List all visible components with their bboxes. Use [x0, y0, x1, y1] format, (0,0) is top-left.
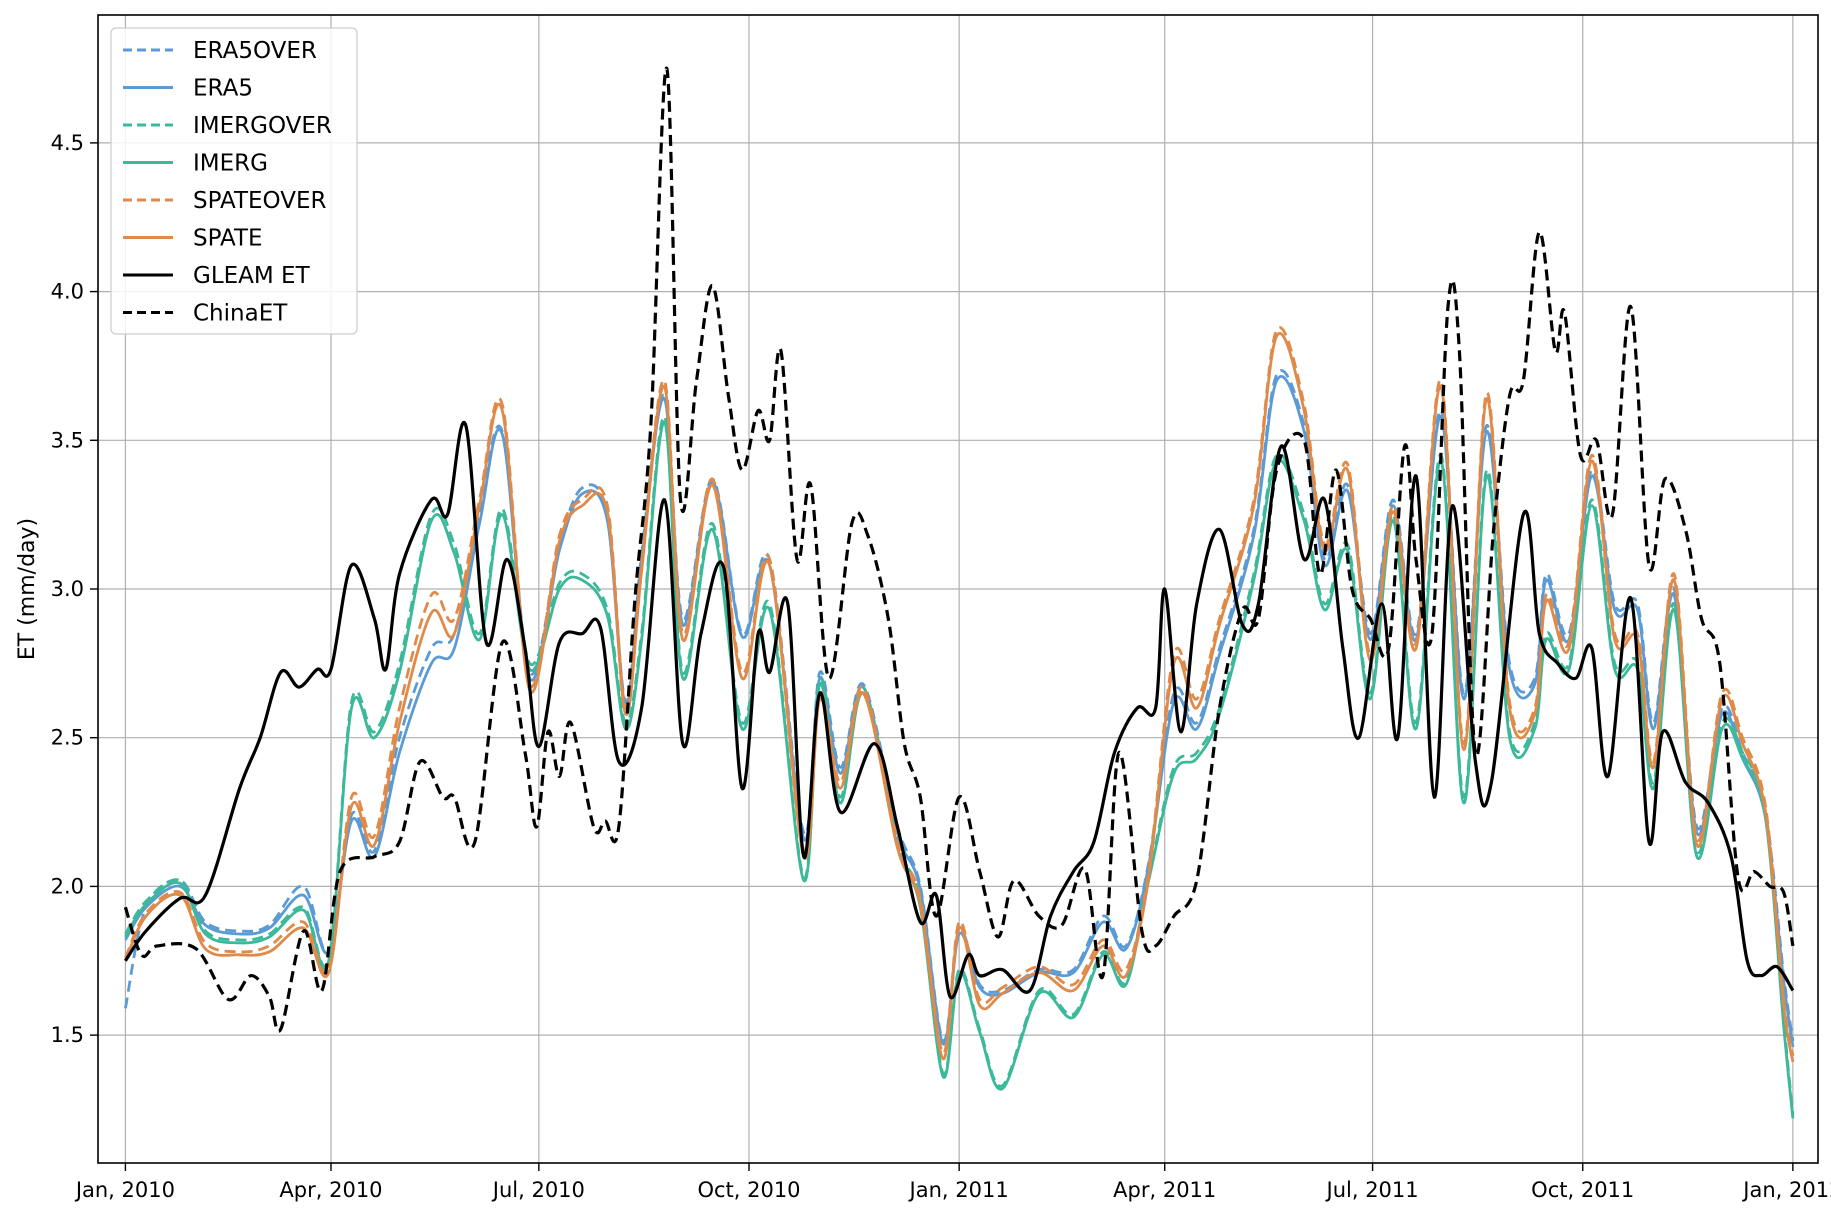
- y-tick-label: 4.0: [51, 280, 84, 304]
- x-tick-label: Jan, 2011: [908, 1178, 1009, 1202]
- series-line-spate: [124, 332, 1795, 1063]
- y-axis-label: ET (mm/day): [15, 518, 40, 660]
- legend-label: ERA5OVER: [193, 38, 317, 64]
- series-line-gleam-et: [124, 420, 1795, 1000]
- x-tick-label: Oct, 2011: [1531, 1178, 1634, 1202]
- legend: ERA5OVER ERA5 IMERGOVER IMERG SPATEOVER SPATE…: [110, 27, 358, 335]
- y-tick-label: 1.5: [51, 1023, 84, 1047]
- legend-label: ChinaET: [193, 301, 288, 327]
- x-tick-label: Jul, 2010: [491, 1178, 585, 1202]
- legend-label: IMERGOVER: [193, 113, 332, 139]
- axis-ticks: Jan, 2010 Apr, 2010 Jul, 2010 Oct, 2010 Jan,…: [51, 131, 1831, 1202]
- legend-label: IMERG: [193, 151, 268, 177]
- legend-label: SPATEOVER: [193, 188, 326, 214]
- y-tick-label: 3.5: [51, 428, 84, 452]
- x-tick-label: Jul, 2011: [1325, 1178, 1419, 1202]
- series-lines: [123, 66, 1795, 1119]
- legend-label: ERA5: [193, 76, 253, 102]
- series-line-imerg: [124, 421, 1795, 1119]
- legend-label: GLEAM ET: [193, 263, 311, 289]
- y-tick-label: 2.5: [51, 726, 84, 750]
- x-tick-label: Apr, 2011: [1113, 1178, 1216, 1202]
- x-tick-label: Jan, 2012: [1741, 1178, 1831, 1202]
- y-tick-label: 4.5: [51, 131, 84, 155]
- x-tick-label: Apr, 2010: [279, 1178, 382, 1202]
- y-tick-label: 3.0: [51, 577, 84, 601]
- x-tick-label: Jan, 2010: [74, 1178, 175, 1202]
- y-tick-label: 2.0: [51, 874, 84, 898]
- legend-box: [110, 27, 358, 335]
- series-line-spateover: [124, 326, 1795, 1057]
- legend-label: SPATE: [193, 226, 263, 252]
- series-line-chinaet: [123, 66, 1795, 1033]
- x-tick-label: Oct, 2010: [697, 1178, 800, 1202]
